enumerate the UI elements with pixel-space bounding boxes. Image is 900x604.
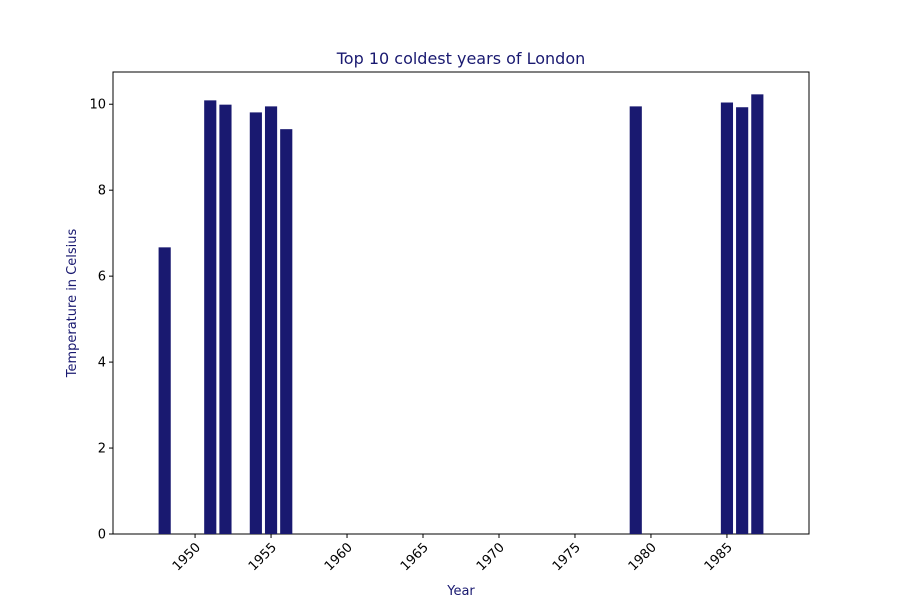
x-tick-label: 1965 [398,540,432,574]
y-tick-label: 6 [98,270,106,285]
plot-area [112,71,810,535]
y-tick-label: 10 [89,98,106,113]
bar-1987 [751,94,764,534]
x-tick-label: 1960 [322,540,356,574]
x-axis-label: Year [446,584,475,599]
y-tick-label: 2 [98,442,106,457]
bar-1948 [158,247,171,534]
bar-1985 [720,102,734,534]
bar-1979 [629,106,642,534]
bar-1955 [264,106,278,534]
x-tick-label: 1980 [626,540,660,574]
y-tick-label: 8 [98,184,106,199]
bar-1952 [219,104,232,534]
x-axis-ticks: 1950 1955 1960 1965 1970 1975 1980 1985 [170,534,736,574]
bar-1951 [204,100,217,535]
y-axis-label: Temperature in Celsius [65,229,80,379]
bars-group [158,94,764,535]
y-axis-ticks: 0 2 4 6 8 10 [89,98,113,543]
x-tick-label: 1955 [246,540,280,574]
chart-title: Top 10 coldest years of London [336,49,586,68]
bar-1986 [736,107,749,535]
bar-1954 [249,112,262,535]
x-tick-label: 1950 [170,540,204,574]
x-tick-label: 1975 [550,540,584,574]
bar-1956 [280,129,293,534]
x-tick-label: 1985 [702,540,736,574]
y-tick-label: 0 [98,528,106,543]
y-tick-label: 4 [98,356,106,371]
x-tick-label: 1970 [474,540,508,574]
